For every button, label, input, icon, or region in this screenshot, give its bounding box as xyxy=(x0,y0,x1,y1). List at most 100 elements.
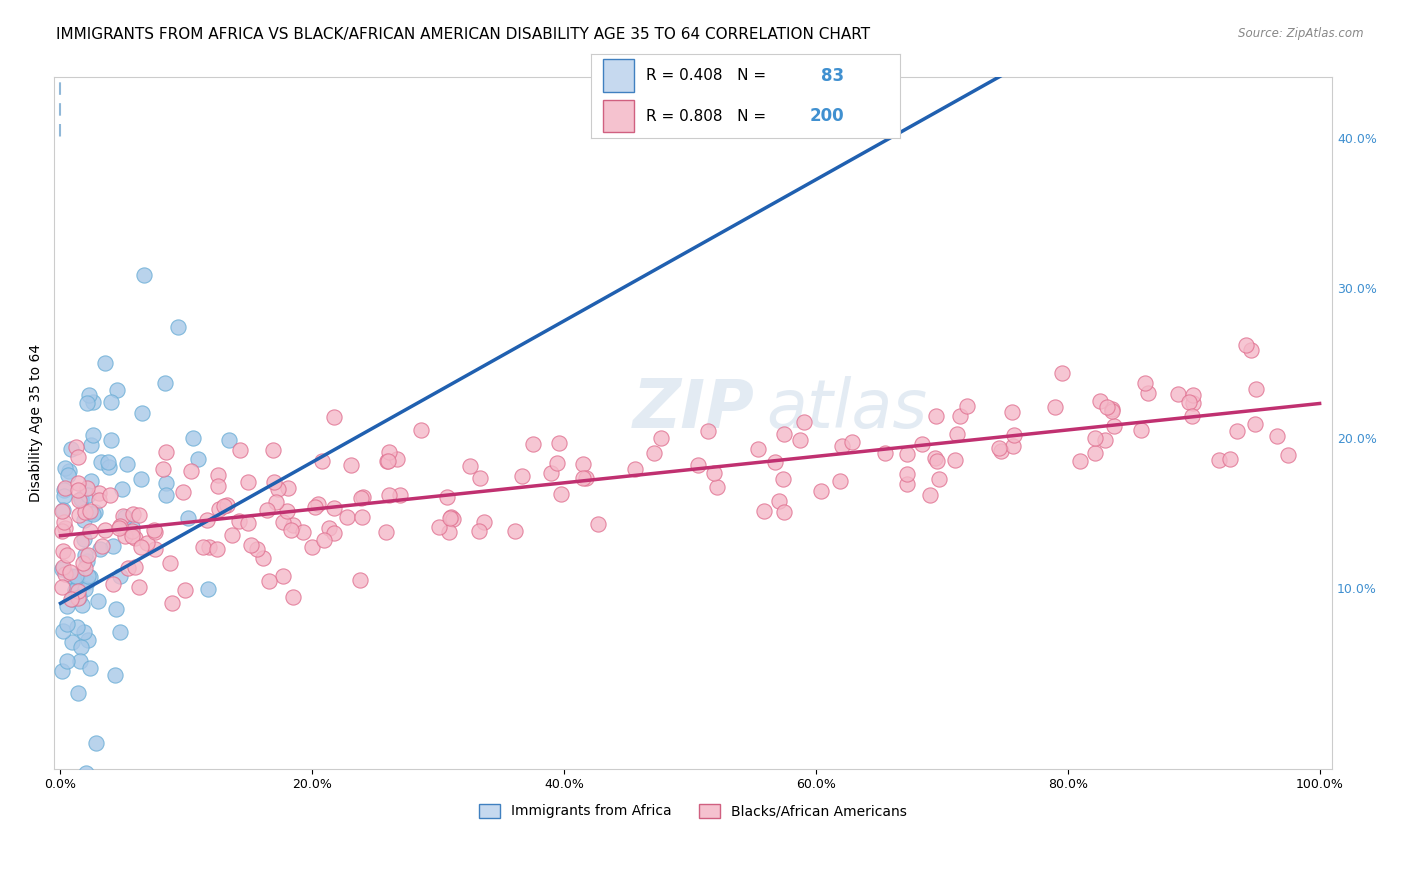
Point xyxy=(98,459,121,474)
Point xyxy=(703,467,725,481)
Point xyxy=(112,508,135,523)
Point xyxy=(52,502,75,516)
Point xyxy=(104,668,127,682)
Point xyxy=(575,471,598,485)
Point xyxy=(195,513,218,527)
Point xyxy=(571,457,593,471)
Point xyxy=(174,582,197,597)
Point xyxy=(105,383,128,397)
Point xyxy=(70,640,93,654)
Point xyxy=(747,442,769,456)
Point xyxy=(322,409,344,424)
Point xyxy=(73,532,96,546)
Point xyxy=(63,583,86,598)
Point xyxy=(121,529,143,543)
Y-axis label: Disability Age 35 to 64: Disability Age 35 to 64 xyxy=(30,344,44,502)
Point xyxy=(925,454,948,468)
Bar xyxy=(603,100,634,132)
Point xyxy=(548,435,571,450)
Point xyxy=(79,524,101,538)
Point xyxy=(73,582,96,596)
Point xyxy=(205,542,228,557)
Point xyxy=(172,485,194,500)
Point xyxy=(73,548,96,562)
Point xyxy=(772,471,794,485)
Point xyxy=(1219,452,1241,467)
Point xyxy=(377,454,399,468)
Point xyxy=(114,529,136,543)
Point xyxy=(522,436,544,450)
Point xyxy=(378,444,401,458)
Point xyxy=(1095,400,1118,414)
Point xyxy=(458,459,481,474)
Point xyxy=(1244,382,1267,396)
Point xyxy=(67,508,90,522)
Point xyxy=(77,548,100,562)
Point xyxy=(59,569,82,583)
Point xyxy=(768,494,790,508)
Point xyxy=(51,580,73,594)
Point xyxy=(696,424,718,438)
Point xyxy=(152,461,174,475)
Point xyxy=(349,573,371,587)
Point xyxy=(101,539,124,553)
Point xyxy=(214,499,236,513)
Point xyxy=(437,524,460,539)
Point xyxy=(441,512,464,526)
Point xyxy=(73,513,96,527)
Point xyxy=(350,491,373,505)
Point xyxy=(350,509,373,524)
Point xyxy=(56,653,79,667)
Point xyxy=(89,542,111,557)
Point xyxy=(52,489,75,503)
Point xyxy=(155,444,177,458)
Point xyxy=(76,396,98,410)
Point xyxy=(56,549,79,563)
Point xyxy=(159,557,181,571)
Point xyxy=(385,452,408,467)
Point xyxy=(1244,417,1267,431)
Point xyxy=(474,515,496,529)
Point xyxy=(1101,401,1123,416)
Point xyxy=(114,509,136,524)
Point xyxy=(1002,439,1025,453)
Point xyxy=(58,468,80,483)
Point xyxy=(65,584,87,599)
Point xyxy=(304,500,326,514)
Point xyxy=(51,504,73,518)
Point xyxy=(117,561,139,575)
Point xyxy=(221,528,243,542)
Point xyxy=(66,450,89,464)
Point xyxy=(76,481,98,495)
Point xyxy=(155,488,177,502)
Point xyxy=(1265,429,1288,443)
Point xyxy=(108,568,131,582)
Text: atlas: atlas xyxy=(766,376,927,442)
Point xyxy=(271,569,294,583)
Point xyxy=(280,523,302,537)
Point xyxy=(920,488,942,502)
Point xyxy=(948,409,970,423)
Point xyxy=(66,591,89,605)
Point xyxy=(121,519,143,533)
Text: ZIP: ZIP xyxy=(633,376,754,442)
Point xyxy=(108,519,131,533)
Point xyxy=(87,593,110,607)
Point xyxy=(411,423,433,437)
Point xyxy=(52,483,75,497)
Point xyxy=(180,464,202,478)
Point xyxy=(1084,431,1107,445)
Point xyxy=(72,556,94,570)
Point xyxy=(94,524,117,538)
Point xyxy=(1133,376,1156,391)
Point xyxy=(793,415,815,429)
Point xyxy=(51,561,73,575)
Point xyxy=(1167,387,1189,401)
Point xyxy=(896,447,918,461)
Point xyxy=(1277,448,1299,462)
Text: R = 0.808   N =: R = 0.808 N = xyxy=(647,109,766,124)
Point xyxy=(218,433,240,447)
Point xyxy=(1050,366,1073,380)
Point xyxy=(831,439,853,453)
Point xyxy=(100,488,122,502)
